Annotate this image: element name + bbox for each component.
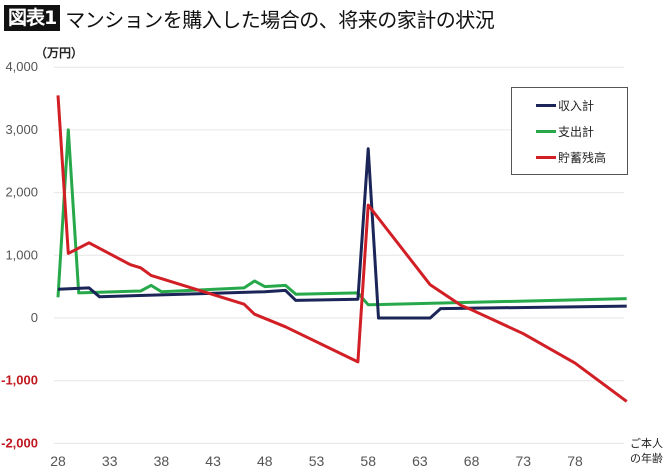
y-tick-label: 3,000 xyxy=(5,122,38,137)
figure-badge: 図表1 xyxy=(4,5,61,31)
x-tick-label: 78 xyxy=(567,453,583,469)
y-tick-label: -2,000 xyxy=(1,435,38,450)
y-tick-label: 1,000 xyxy=(5,247,38,262)
x-tick-label: 73 xyxy=(516,453,532,469)
x-axis-label: ご本人 の年齢 xyxy=(630,437,663,465)
y-axis-unit: （万円） xyxy=(35,46,84,60)
y-tick-label: 4,000 xyxy=(5,59,38,74)
legend: 収入計 支出計 貯蓄残高 xyxy=(511,87,628,175)
legend-swatch-icon xyxy=(536,130,556,133)
x-tick-label: 53 xyxy=(309,453,325,469)
y-tick-label: 2,000 xyxy=(5,185,38,200)
x-tick-label: 68 xyxy=(464,453,480,469)
chart-title: 図表1 マンションを購入した場合の、将来の家計の状況 xyxy=(4,4,495,32)
x-tick-label: 28 xyxy=(50,453,66,469)
x-tick-label: 38 xyxy=(154,453,170,469)
legend-item-income: 収入計 xyxy=(536,97,594,114)
x-tick-label: 43 xyxy=(205,453,221,469)
legend-item-savings: 貯蓄残高 xyxy=(536,149,606,166)
y-tick-label: 0 xyxy=(31,310,38,325)
legend-swatch-icon xyxy=(536,156,556,159)
x-tick-label: 58 xyxy=(360,453,376,469)
series-line xyxy=(56,128,627,307)
title-text: マンションを購入した場合の、将来の家計の状況 xyxy=(65,7,495,32)
series-line xyxy=(56,95,628,403)
x-tick-label: 48 xyxy=(257,453,273,469)
x-tick-label: 63 xyxy=(412,453,428,469)
x-tick-label: 33 xyxy=(102,453,118,469)
legend-swatch-icon xyxy=(536,104,556,107)
legend-item-expense: 支出計 xyxy=(536,123,594,140)
series-line xyxy=(57,147,627,320)
y-tick-label: -1,000 xyxy=(1,373,38,388)
